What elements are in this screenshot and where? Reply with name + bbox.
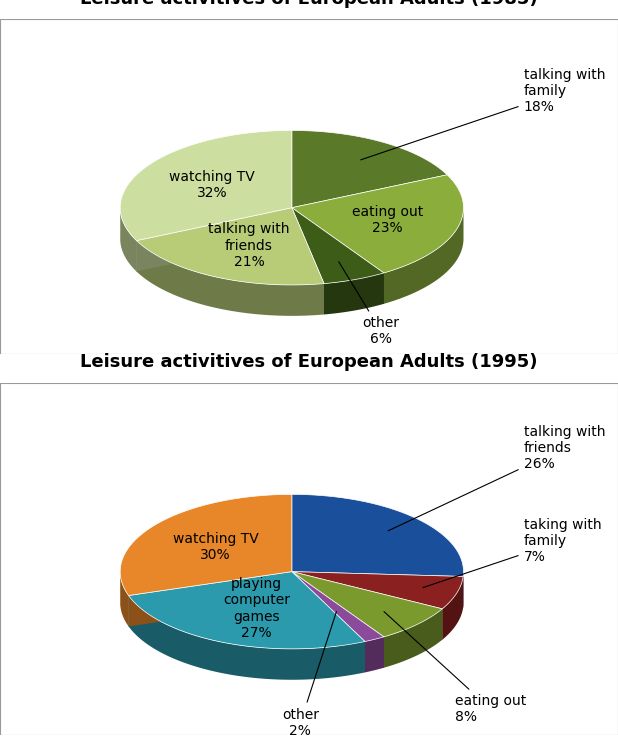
Polygon shape (292, 571, 463, 607)
Polygon shape (292, 571, 442, 640)
Text: talking with
friends
21%: talking with friends 21% (208, 222, 290, 269)
Polygon shape (292, 571, 365, 673)
Text: watching TV
32%: watching TV 32% (169, 170, 255, 200)
Polygon shape (292, 495, 464, 577)
Polygon shape (442, 577, 463, 640)
Polygon shape (121, 210, 137, 271)
Polygon shape (120, 495, 292, 595)
Text: other
6%: other 6% (339, 261, 400, 346)
Text: eating out
23%: eating out 23% (352, 205, 423, 235)
Polygon shape (292, 571, 384, 668)
Polygon shape (129, 571, 292, 627)
Polygon shape (120, 130, 292, 241)
Text: eating out
8%: eating out 8% (384, 612, 526, 724)
Polygon shape (292, 571, 463, 607)
Polygon shape (121, 574, 129, 627)
Polygon shape (292, 571, 384, 668)
Polygon shape (292, 571, 384, 641)
Polygon shape (129, 571, 292, 627)
Polygon shape (292, 208, 384, 304)
Polygon shape (292, 208, 324, 314)
Title: Leisure activitives of European Adults (1995): Leisure activitives of European Adults (… (80, 353, 538, 372)
Text: other
2%: other 2% (282, 612, 336, 738)
Text: talking with
family
18%: talking with family 18% (361, 68, 605, 160)
Text: talking with
friends
26%: talking with friends 26% (388, 425, 605, 530)
Polygon shape (292, 208, 384, 304)
Polygon shape (137, 208, 292, 271)
Polygon shape (384, 609, 442, 668)
Polygon shape (292, 208, 324, 314)
Polygon shape (292, 571, 442, 637)
Polygon shape (292, 571, 365, 673)
Title: Leisure activitives of European Adults (1985): Leisure activitives of European Adults (… (80, 0, 538, 8)
Polygon shape (137, 208, 324, 285)
Polygon shape (137, 241, 324, 316)
Text: watching TV
30%: watching TV 30% (172, 531, 258, 562)
Text: taking with
family
7%: taking with family 7% (423, 518, 601, 588)
Polygon shape (129, 571, 365, 649)
Polygon shape (129, 595, 365, 679)
Polygon shape (324, 273, 384, 314)
Polygon shape (292, 208, 384, 284)
Polygon shape (292, 175, 464, 273)
Polygon shape (137, 208, 292, 271)
Polygon shape (292, 130, 447, 208)
Text: playing
computer
games
27%: playing computer games 27% (223, 577, 290, 640)
Polygon shape (292, 571, 463, 609)
Polygon shape (292, 571, 442, 640)
Polygon shape (384, 208, 464, 304)
Polygon shape (365, 637, 384, 673)
